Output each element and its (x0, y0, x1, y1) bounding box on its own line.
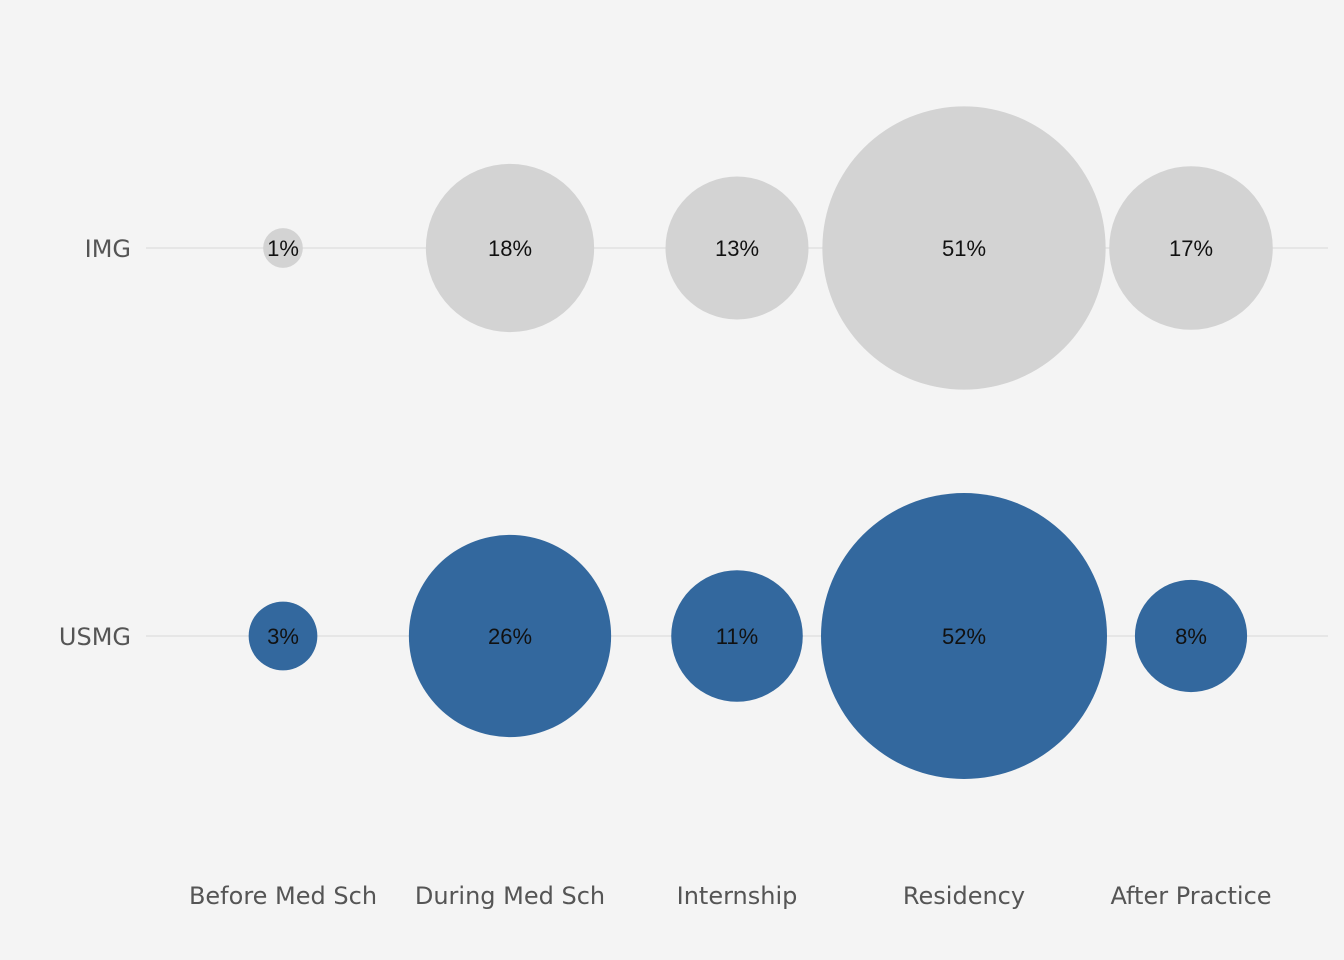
value-label-img-residency: 51% (942, 236, 986, 261)
bubble-usmg-after-practice (1134, 579, 1248, 693)
value-label-usmg-after-practice: 8% (1175, 624, 1207, 649)
bubble-usmg-residency (821, 493, 1107, 779)
bubble-img-after-practice (1109, 166, 1273, 330)
bubble-usmg-internship (671, 570, 803, 702)
row-label-img: IMG (85, 235, 131, 263)
value-label-usmg-before-med-sch: 3% (267, 624, 299, 649)
category-label-internship: Internship (677, 882, 798, 910)
bubbles (248, 106, 1273, 779)
value-label-usmg-residency: 52% (942, 624, 986, 649)
value-label-img-during-med-sch: 18% (488, 236, 532, 261)
bubble-img-before-med-sch (263, 228, 303, 268)
value-label-img-before-med-sch: 1% (267, 236, 299, 261)
category-label-before-med-sch: Before Med Sch (189, 882, 377, 910)
value-label-img-after-practice: 17% (1169, 236, 1213, 261)
bubble-img-during-med-sch (425, 163, 595, 333)
bubble-usmg-before-med-sch (248, 601, 318, 671)
category-labels: Before Med Sch During Med Sch Internship Re… (189, 882, 1272, 910)
row-labels: IMG USMG (59, 235, 131, 651)
bubble-usmg-during-med-sch (408, 534, 612, 738)
category-label-during-med-sch: During Med Sch (415, 882, 605, 910)
row-label-usmg: USMG (59, 623, 131, 651)
bubble-img-residency (822, 106, 1106, 390)
category-label-after-practice: After Practice (1110, 882, 1271, 910)
category-label-residency: Residency (903, 882, 1025, 910)
bubble-img-internship (665, 176, 809, 320)
value-labels: 1% 18% 13% 51% 17% 3% 26% 11% 52% 8% (267, 236, 1213, 649)
value-label-usmg-internship: 11% (716, 624, 758, 649)
value-label-img-internship: 13% (715, 236, 759, 261)
value-label-usmg-during-med-sch: 26% (488, 624, 532, 649)
